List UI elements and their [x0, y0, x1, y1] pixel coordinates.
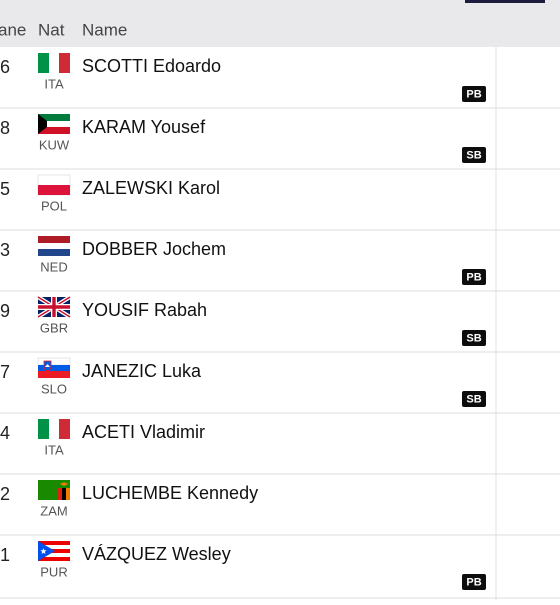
nat-code: ITA [44, 442, 64, 457]
record-badge: PB [466, 88, 481, 100]
lane: 5 [0, 179, 10, 199]
nat-code: POL [41, 198, 67, 213]
nat-code: GBR [40, 320, 68, 335]
lane: 3 [0, 240, 10, 260]
flag-pol [37, 174, 71, 196]
header-bg [0, 0, 560, 47]
badge-bg [462, 147, 486, 163]
athlete-name: ACETI Vladimir [82, 422, 205, 442]
record-badge: SB [466, 149, 481, 161]
lane: 9 [0, 301, 10, 321]
flag-slo [37, 357, 71, 378]
flag-pur [38, 541, 70, 561]
badge-bg [462, 330, 486, 346]
athlete-name: VÁZQUEZ Wesley [82, 544, 231, 564]
column-header: ane [0, 20, 26, 39]
athlete-name: SCOTTI Edoardo [82, 56, 221, 76]
lane: 2 [0, 484, 10, 504]
lane: 4 [0, 423, 10, 443]
record-badge: PB [466, 576, 481, 588]
athlete-name: ZALEWSKI Karol [82, 178, 220, 198]
badge-bg [462, 574, 486, 590]
lane: 6 [0, 57, 10, 77]
flag-ned [38, 236, 70, 256]
column-header: Name [82, 20, 127, 39]
lane: 8 [0, 118, 10, 138]
badge-bg [462, 391, 486, 407]
athlete-name: YOUSIF Rabah [82, 300, 207, 320]
flag-kuw [38, 114, 70, 134]
badge-bg [462, 86, 486, 102]
nat-code: PUR [40, 564, 67, 579]
athlete-name: KARAM Yousef [82, 117, 206, 137]
lane: 1 [0, 545, 10, 565]
nat-code: KUW [39, 137, 70, 152]
tab-indicator [465, 0, 545, 3]
column-header: Nat [38, 20, 65, 39]
record-badge: SB [466, 332, 481, 344]
flag-ita [38, 53, 70, 73]
nat-code: ZAM [40, 503, 67, 518]
nat-code: NED [40, 259, 67, 274]
athlete-name: LUCHEMBE Kennedy [82, 483, 258, 503]
nat-code: ITA [44, 76, 64, 91]
flag-gbr [36, 295, 72, 319]
record-badge: PB [466, 271, 481, 283]
nat-code: SLO [41, 381, 67, 396]
lane: 7 [0, 362, 10, 382]
athlete-name: DOBBER Jochem [82, 239, 226, 259]
badge-bg [462, 269, 486, 285]
record-badge: SB [466, 393, 481, 405]
athlete-name: JANEZIC Luka [82, 361, 202, 381]
flag-zam [38, 480, 70, 500]
flag-ita [38, 419, 70, 439]
